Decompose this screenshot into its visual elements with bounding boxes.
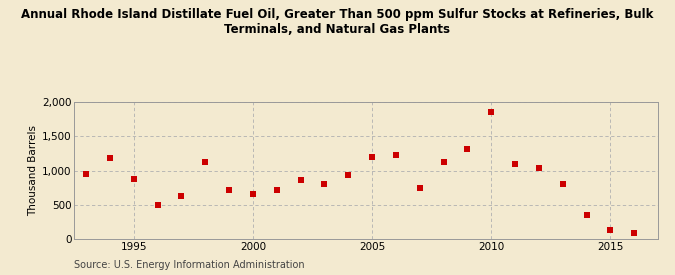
Text: Annual Rhode Island Distillate Fuel Oil, Greater Than 500 ppm Sulfur Stocks at R: Annual Rhode Island Distillate Fuel Oil,… xyxy=(22,8,653,36)
Point xyxy=(105,156,115,160)
Point xyxy=(223,188,234,192)
Point xyxy=(271,188,282,192)
Point xyxy=(629,231,640,235)
Point xyxy=(295,178,306,182)
Point xyxy=(391,152,402,157)
Point xyxy=(510,161,520,166)
Point xyxy=(414,185,425,190)
Point xyxy=(605,227,616,232)
Point xyxy=(533,166,544,170)
Point xyxy=(153,203,163,207)
Point xyxy=(438,160,449,164)
Point xyxy=(200,160,211,164)
Point xyxy=(486,110,497,114)
Point xyxy=(248,192,259,196)
Y-axis label: Thousand Barrels: Thousand Barrels xyxy=(28,125,38,216)
Point xyxy=(176,193,187,198)
Text: Source: U.S. Energy Information Administration: Source: U.S. Energy Information Administ… xyxy=(74,260,305,270)
Point xyxy=(81,172,92,176)
Point xyxy=(462,147,473,151)
Point xyxy=(128,177,139,181)
Point xyxy=(319,182,330,186)
Point xyxy=(558,182,568,186)
Point xyxy=(367,155,377,160)
Point xyxy=(581,213,592,217)
Point xyxy=(343,173,354,178)
